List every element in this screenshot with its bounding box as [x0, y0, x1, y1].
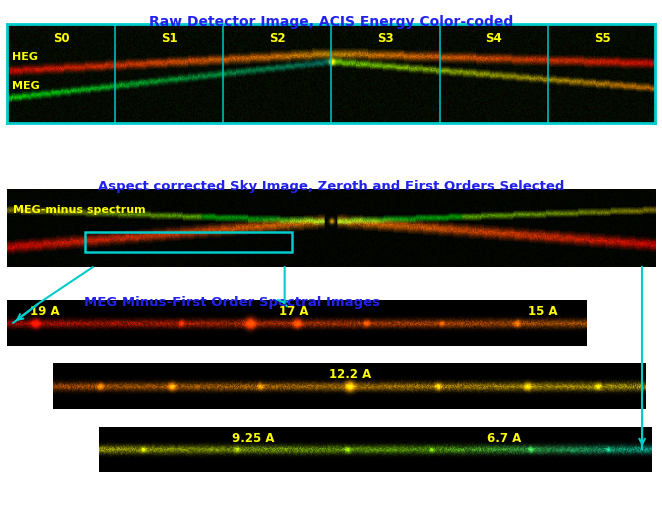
Bar: [85, 233, 292, 252]
Text: HEG: HEG: [12, 52, 38, 62]
Text: 19 A: 19 A: [30, 305, 60, 318]
Text: MEG-minus spectrum: MEG-minus spectrum: [13, 205, 146, 215]
Text: S1: S1: [161, 32, 177, 45]
Text: Aspect corrected Sky Image, Zeroth and First Orders Selected: Aspect corrected Sky Image, Zeroth and F…: [98, 179, 564, 192]
Text: MEG: MEG: [12, 81, 40, 91]
Text: 15 A: 15 A: [528, 305, 558, 318]
Text: S5: S5: [594, 32, 610, 45]
Text: Raw Detector Image, ACIS Energy Color-coded: Raw Detector Image, ACIS Energy Color-co…: [149, 15, 513, 29]
Text: S2: S2: [269, 32, 286, 45]
Text: S3: S3: [377, 32, 394, 45]
Text: 12.2 A: 12.2 A: [328, 368, 371, 381]
Text: 9.25 A: 9.25 A: [232, 431, 275, 444]
Text: MEG Minus-First Order Spectral Images: MEG Minus-First Order Spectral Images: [83, 295, 380, 309]
Text: S0: S0: [53, 32, 70, 45]
Text: 17 A: 17 A: [279, 305, 309, 318]
Text: S4: S4: [485, 32, 502, 45]
Text: 6.7 A: 6.7 A: [487, 431, 521, 444]
